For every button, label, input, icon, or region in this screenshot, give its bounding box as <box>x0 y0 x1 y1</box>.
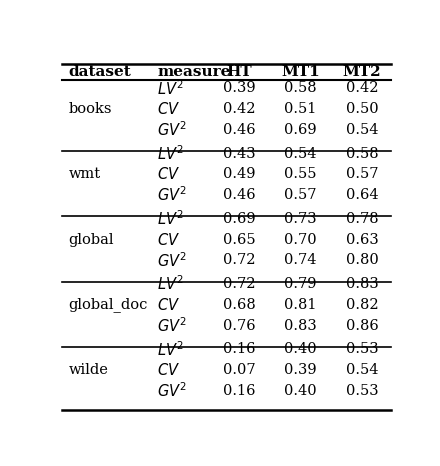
Text: $GV^{2}$: $GV^{2}$ <box>158 316 187 335</box>
Text: $GV^{2}$: $GV^{2}$ <box>158 186 187 205</box>
Text: 0.16: 0.16 <box>223 343 255 356</box>
Text: 0.39: 0.39 <box>284 363 317 377</box>
Text: 0.42: 0.42 <box>223 102 255 116</box>
Text: books: books <box>69 102 112 116</box>
Text: 0.49: 0.49 <box>223 167 255 181</box>
Text: 0.58: 0.58 <box>345 146 378 160</box>
Text: 0.51: 0.51 <box>284 102 317 116</box>
Text: $CV$: $CV$ <box>158 101 180 117</box>
Text: 0.76: 0.76 <box>223 319 256 333</box>
Text: wmt: wmt <box>69 167 101 181</box>
Text: 0.43: 0.43 <box>223 146 256 160</box>
Text: 0.07: 0.07 <box>223 363 256 377</box>
Text: 0.46: 0.46 <box>223 188 256 202</box>
Text: 0.63: 0.63 <box>345 233 378 247</box>
Text: $CV$: $CV$ <box>158 362 180 378</box>
Text: $CV$: $CV$ <box>158 166 180 182</box>
Text: dataset: dataset <box>69 65 132 79</box>
Text: 0.39: 0.39 <box>223 81 256 95</box>
Text: 0.82: 0.82 <box>345 298 378 312</box>
Text: 0.58: 0.58 <box>284 81 317 95</box>
Text: 0.83: 0.83 <box>284 319 317 333</box>
Text: 0.68: 0.68 <box>223 298 256 312</box>
Text: 0.73: 0.73 <box>284 212 317 226</box>
Text: $GV^{2}$: $GV^{2}$ <box>158 382 187 400</box>
Text: MT2: MT2 <box>343 65 381 79</box>
Text: 0.55: 0.55 <box>284 167 317 181</box>
Text: 0.74: 0.74 <box>284 254 317 267</box>
Text: 0.79: 0.79 <box>284 277 317 291</box>
Text: $GV^{2}$: $GV^{2}$ <box>158 251 187 270</box>
Text: 0.65: 0.65 <box>223 233 256 247</box>
Text: 0.69: 0.69 <box>284 123 317 137</box>
Text: 0.46: 0.46 <box>223 123 256 137</box>
Text: 0.64: 0.64 <box>345 188 378 202</box>
Text: 0.42: 0.42 <box>346 81 378 95</box>
Text: 0.70: 0.70 <box>284 233 317 247</box>
Text: 0.80: 0.80 <box>345 254 378 267</box>
Text: wilde: wilde <box>69 363 109 377</box>
Text: 0.16: 0.16 <box>223 384 255 398</box>
Text: $LV^{2}$: $LV^{2}$ <box>158 79 184 97</box>
Text: 0.69: 0.69 <box>223 212 256 226</box>
Text: 0.53: 0.53 <box>345 343 378 356</box>
Text: global_doc: global_doc <box>69 297 148 312</box>
Text: 0.50: 0.50 <box>345 102 378 116</box>
Text: 0.40: 0.40 <box>284 384 317 398</box>
Text: MT1: MT1 <box>281 65 320 79</box>
Text: 0.72: 0.72 <box>223 254 255 267</box>
Text: $CV$: $CV$ <box>158 297 180 313</box>
Text: $LV^{2}$: $LV^{2}$ <box>158 144 184 163</box>
Text: 0.53: 0.53 <box>345 384 378 398</box>
Text: 0.40: 0.40 <box>284 343 317 356</box>
Text: $LV^{2}$: $LV^{2}$ <box>158 340 184 359</box>
Text: $CV$: $CV$ <box>158 232 180 247</box>
Text: 0.57: 0.57 <box>346 167 378 181</box>
Text: $LV^{2}$: $LV^{2}$ <box>158 275 184 294</box>
Text: 0.54: 0.54 <box>346 123 378 137</box>
Text: 0.78: 0.78 <box>345 212 378 226</box>
Text: 0.72: 0.72 <box>223 277 255 291</box>
Text: $LV^{2}$: $LV^{2}$ <box>158 210 184 228</box>
Text: 0.86: 0.86 <box>345 319 378 333</box>
Text: HT: HT <box>226 65 252 79</box>
Text: 0.57: 0.57 <box>284 188 317 202</box>
Text: 0.54: 0.54 <box>284 146 317 160</box>
Text: global: global <box>69 233 114 247</box>
Text: 0.54: 0.54 <box>346 363 378 377</box>
Text: 0.83: 0.83 <box>345 277 378 291</box>
Text: 0.81: 0.81 <box>284 298 317 312</box>
Text: measure: measure <box>158 65 231 79</box>
Text: $GV^{2}$: $GV^{2}$ <box>158 121 187 139</box>
